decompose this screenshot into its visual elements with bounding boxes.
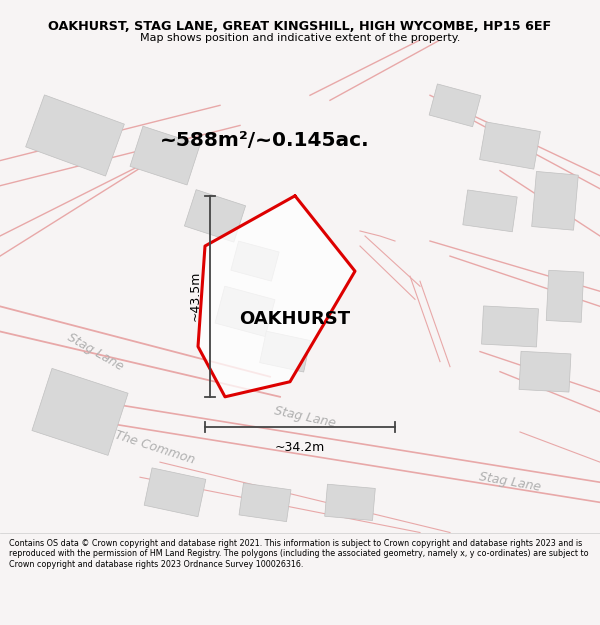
Polygon shape: [239, 483, 291, 522]
Text: OAKHURST: OAKHURST: [239, 311, 350, 328]
Text: Stag Lane: Stag Lane: [65, 331, 125, 373]
Polygon shape: [144, 468, 206, 517]
Text: ~588m²/~0.145ac.: ~588m²/~0.145ac.: [160, 131, 370, 150]
Text: Map shows position and indicative extent of the property.: Map shows position and indicative extent…: [140, 33, 460, 43]
Polygon shape: [198, 196, 355, 397]
Polygon shape: [26, 95, 124, 176]
Polygon shape: [32, 368, 128, 456]
Text: ~34.2m: ~34.2m: [275, 441, 325, 454]
Polygon shape: [130, 126, 200, 185]
Text: OAKHURST, STAG LANE, GREAT KINGSHILL, HIGH WYCOMBE, HP15 6EF: OAKHURST, STAG LANE, GREAT KINGSHILL, HI…: [49, 20, 551, 33]
Text: The Common: The Common: [113, 428, 197, 466]
Polygon shape: [479, 122, 541, 169]
Text: Contains OS data © Crown copyright and database right 2021. This information is : Contains OS data © Crown copyright and d…: [9, 539, 589, 569]
Polygon shape: [231, 241, 279, 281]
Text: Stag Lane: Stag Lane: [273, 404, 337, 430]
Text: Stag Lane: Stag Lane: [478, 471, 542, 494]
Polygon shape: [184, 189, 245, 242]
Polygon shape: [546, 270, 584, 322]
Polygon shape: [532, 171, 578, 230]
Polygon shape: [482, 306, 538, 347]
Polygon shape: [519, 351, 571, 392]
Polygon shape: [215, 286, 275, 337]
Polygon shape: [325, 484, 376, 521]
Polygon shape: [463, 190, 517, 232]
Text: ~43.5m: ~43.5m: [189, 271, 202, 321]
Polygon shape: [260, 331, 310, 372]
Polygon shape: [429, 84, 481, 127]
